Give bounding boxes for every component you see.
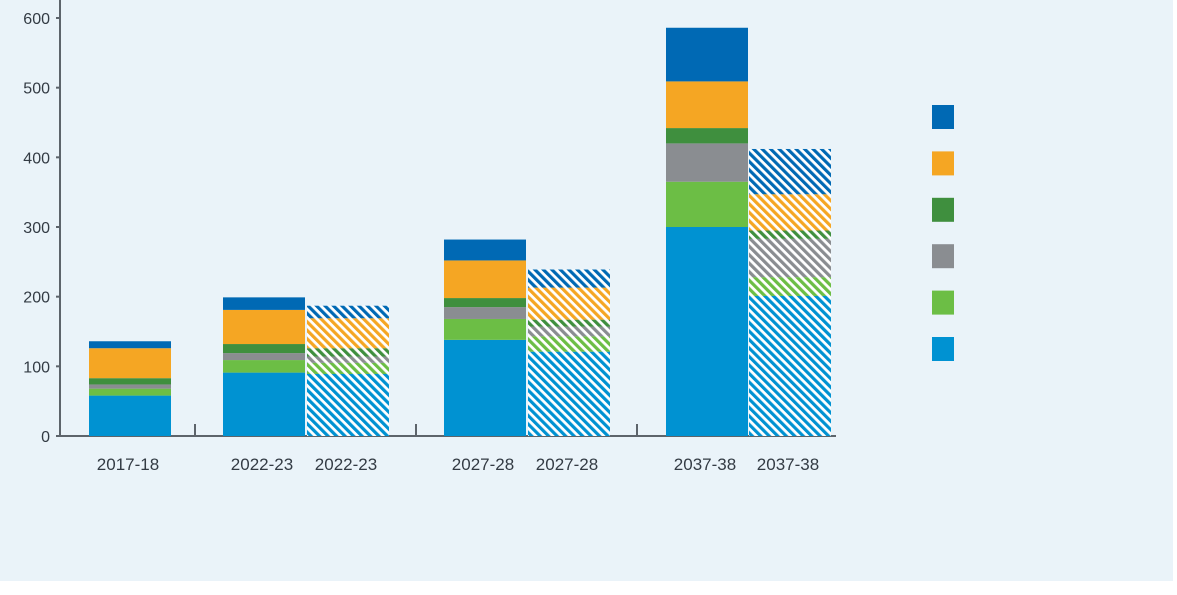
bar-segment [528, 319, 610, 327]
legend-swatch [932, 197, 954, 222]
y-tick-label: 300 [23, 220, 50, 237]
y-tick-label: 200 [23, 290, 50, 307]
bar-segment [749, 238, 831, 278]
bar-segment [223, 344, 305, 354]
bar-segment [307, 318, 389, 349]
bar-segment [749, 194, 831, 231]
bar-segment [749, 295, 831, 436]
bar-segment [223, 309, 305, 345]
bar-segment [749, 277, 831, 296]
x-category-label: 2017-18 [97, 455, 159, 474]
x-category-label: 2037-38 [757, 455, 819, 474]
bar-segment [666, 128, 748, 144]
bar-segment [666, 143, 748, 182]
bar-segment [444, 298, 526, 308]
y-tick-label: 0 [41, 429, 50, 446]
y-tick-label: 100 [23, 359, 50, 376]
bar-segment [666, 181, 748, 227]
bar-segment [749, 230, 831, 239]
x-category-label: 2037-38 [674, 455, 736, 474]
x-category-label: 2027-28 [536, 455, 598, 474]
bar-segment [749, 148, 831, 195]
bar-segment [223, 372, 305, 436]
bar-segment [307, 362, 389, 374]
bar-segment [666, 27, 748, 82]
bar-segment [89, 341, 171, 349]
bar-segment [223, 353, 305, 361]
bar-segment [307, 348, 389, 357]
bar-segment [528, 336, 610, 352]
bar-segment [444, 307, 526, 319]
x-category-label: 2022-23 [315, 455, 377, 474]
bar-segment [307, 305, 389, 319]
bar-segment [307, 373, 389, 436]
y-tick-label: 500 [23, 81, 50, 98]
bar-segment [666, 227, 748, 436]
legend-swatch [932, 337, 954, 361]
bar-segment [223, 297, 305, 310]
chart-panel: 0 100 200 300 400 500 600 2017-18 2022-23 2022-23… [0, 0, 1173, 581]
bar-segment [223, 360, 305, 373]
bar-segment [89, 384, 171, 389]
bar-segment [528, 269, 610, 288]
bar-segment [444, 239, 526, 261]
x-category-label: 2022-23 [231, 455, 293, 474]
bar-segment [444, 339, 526, 436]
bar-segment [528, 351, 610, 436]
y-tick-label: 400 [23, 150, 50, 167]
legend-swatch [932, 290, 954, 315]
legend-swatch [932, 105, 954, 129]
bar-segment [89, 378, 171, 385]
legend-swatch [932, 151, 954, 176]
y-tick-label: 600 [23, 11, 50, 28]
bar-segment [307, 356, 389, 363]
bar-segment [89, 348, 171, 379]
bar-segment [444, 318, 526, 340]
x-category-label: 2027-28 [452, 455, 514, 474]
bar-segment [89, 395, 171, 436]
bar-segment [528, 326, 610, 337]
bar-segment [528, 287, 610, 320]
bar-segment [89, 388, 171, 396]
bar-segment [444, 260, 526, 299]
legend-swatch [932, 244, 954, 269]
bar-segment [666, 81, 748, 129]
